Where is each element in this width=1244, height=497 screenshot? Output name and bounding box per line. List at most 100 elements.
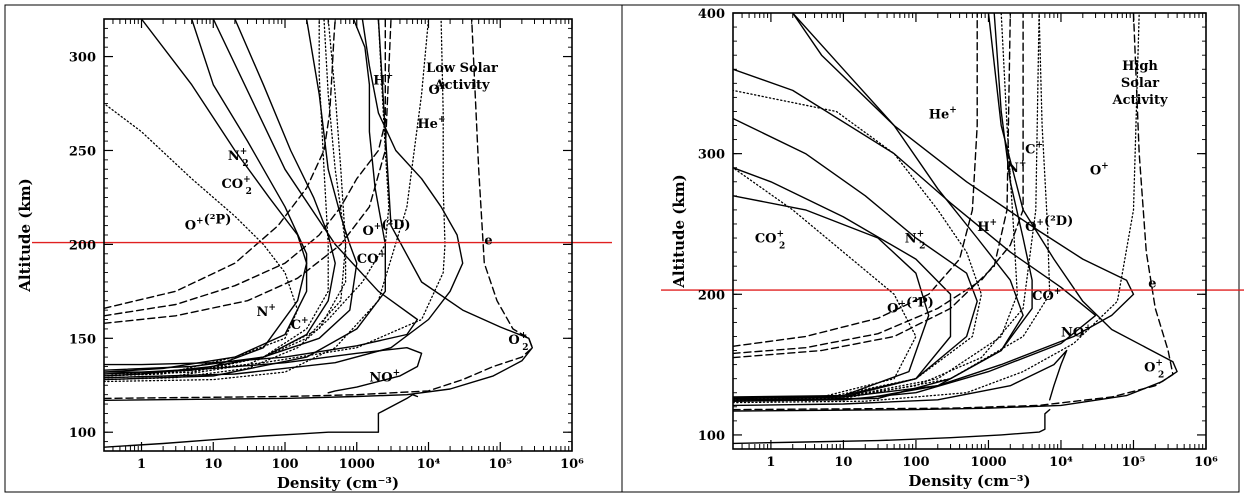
ion-label-charge: + (520, 331, 528, 341)
series-line-14 (104, 19, 347, 377)
x-tick-label: 10⁵ (488, 457, 512, 472)
series-line-10 (733, 13, 1135, 401)
ion-label-base: O (429, 83, 440, 98)
ion-label-charge: + (1054, 287, 1062, 297)
series-group (104, 19, 533, 448)
ion-label-charge: + (1036, 218, 1044, 228)
ion-label-base: O (1144, 361, 1155, 376)
ion-label-charge: + (440, 81, 448, 91)
ion-label-base: O (185, 218, 196, 233)
ion-label-cp: C+ (291, 316, 309, 333)
series-line-9 (104, 19, 308, 377)
ion-label-subscript: 2 (522, 343, 528, 353)
ion-label-no: NO+ (1061, 323, 1092, 340)
ion-label-np: N+ (1007, 159, 1026, 176)
series-line-7 (733, 166, 952, 400)
x-axis-label: Density (cm⁻³) (908, 472, 1030, 490)
x-axis-label: Density (cm⁻³) (277, 474, 399, 492)
y-tick-label: 300 (69, 51, 96, 66)
ion-label-charge: + (990, 218, 998, 228)
ion-label-charge: + (1155, 359, 1163, 369)
ion-label-o2: O+ 2 (1144, 359, 1164, 381)
series-line-20 (104, 19, 392, 324)
ion-label-state: (²P) (906, 296, 934, 311)
activity-annotation: Low Solar Activity (426, 61, 498, 93)
ion-label-base: NO (369, 371, 392, 386)
ion-label-charge: + (386, 72, 394, 82)
series-line-16 (733, 13, 1140, 404)
ion-label-co2: CO+ 2 (755, 229, 785, 251)
ion-label-base: C (291, 318, 301, 333)
series-line-3 (733, 349, 1068, 407)
ion-label-charge: + (240, 147, 248, 157)
ion-label-e: e (484, 233, 492, 248)
ion-label-o: O+ (429, 81, 448, 98)
ion-label-cop: CO+ (357, 250, 386, 267)
ion-label-charge: + (378, 250, 386, 260)
ion-label-charge: + (1084, 323, 1092, 333)
ion-label-charge: + (777, 229, 785, 239)
series-line-12 (733, 89, 983, 401)
y-tick-label: 200 (698, 288, 725, 303)
y-tick-label: 250 (69, 144, 96, 159)
x-tick-label: 1000 (339, 457, 375, 472)
x-tick-label: 10⁴ (1049, 455, 1073, 470)
ion-label-charge: + (393, 369, 401, 379)
x-tick-label: 10⁵ (1122, 455, 1146, 470)
ion-label-base: N (1007, 161, 1019, 176)
y-axis-label: Altitude (km) (16, 178, 34, 293)
series-line-2 (104, 19, 533, 400)
ion-label-charge: + (1019, 159, 1027, 169)
ion-label-subscript: 2 (246, 187, 252, 197)
y-tick-label: 400 (698, 7, 725, 22)
ion-label-cop: CO+ (1032, 287, 1061, 304)
plot-frame (732, 12, 1207, 450)
ion-label-base: N (228, 149, 240, 164)
ion-label-np: N+ (256, 303, 275, 320)
y-tick-label: 150 (69, 332, 96, 347)
ion-label-state: (²P) (204, 212, 232, 227)
x-tick-label: 1000 (970, 455, 1006, 470)
ion-label-charge: + (196, 216, 204, 226)
ion-label-state: (²D) (381, 218, 410, 233)
series-line-18 (104, 19, 386, 317)
y-tick-label: 100 (69, 426, 96, 441)
ion-label-charge: + (374, 222, 382, 232)
series-line-5 (104, 19, 419, 366)
ion-label-n2: N+ 2 (905, 229, 926, 251)
ion-label-subscript: 2 (779, 241, 785, 251)
series-line-9 (733, 13, 1024, 402)
ion-label-he: He+ (417, 115, 445, 132)
ion-label-co2: CO+ 2 (221, 175, 251, 197)
x-tick-label: 10 (834, 455, 852, 470)
ion-label-charge: + (438, 115, 446, 125)
activity-annotation: High Solar Activity (1112, 59, 1168, 108)
ion-label-charge: + (898, 300, 906, 310)
ion-label-base: CO (1032, 289, 1054, 304)
series-line-19 (104, 19, 336, 309)
ion-label-base: O (887, 302, 898, 317)
ion-label-base: O (1025, 220, 1036, 235)
ion-label-o2p: O+(²P) (887, 296, 934, 317)
series-line-3 (104, 19, 446, 377)
ion-label-base: O (1090, 164, 1101, 179)
series-line-15 (104, 19, 329, 375)
ion-label-op: O+ (1090, 162, 1109, 179)
series-group (733, 13, 1178, 445)
series-line-17 (733, 13, 1024, 355)
ion-label-o2p: O+(²P) (185, 212, 232, 233)
ion-label-base: C (1025, 143, 1035, 158)
activity-annotation-line: High (1122, 59, 1158, 74)
ion-label-no: NO+ (369, 369, 400, 386)
series-line-15 (733, 13, 1040, 402)
ion-label-base: CO (357, 252, 379, 267)
x-tick-label: 1 (137, 457, 146, 472)
ion-label-base: O (508, 333, 519, 348)
ion-label-charge: + (1035, 141, 1043, 151)
ion-label-subscript: 2 (242, 159, 248, 169)
ion-label-charge: + (1101, 162, 1109, 172)
ion-label-o2d: O+(²D) (1025, 214, 1073, 235)
x-tick-label: 10⁶ (1194, 455, 1218, 470)
y-tick-label: 200 (69, 238, 96, 253)
